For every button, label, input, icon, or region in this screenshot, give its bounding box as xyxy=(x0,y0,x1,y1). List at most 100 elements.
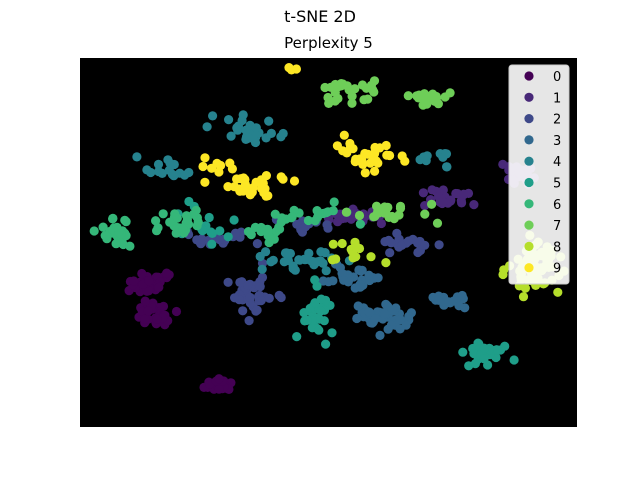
point-class-0 xyxy=(158,301,169,311)
point-class-1 xyxy=(445,196,456,206)
point-class-1 xyxy=(469,200,479,210)
legend-marker-4 xyxy=(524,156,534,166)
point-class-0 xyxy=(171,306,182,317)
point-class-7 xyxy=(432,218,443,228)
point-class-9 xyxy=(251,177,261,187)
point-class-4 xyxy=(261,133,271,143)
point-class-9 xyxy=(232,174,242,184)
point-class-7 xyxy=(368,85,378,95)
plot-area xyxy=(80,58,577,427)
point-class-5 xyxy=(299,308,309,318)
point-class-0 xyxy=(140,314,150,324)
point-class-3 xyxy=(383,324,393,334)
point-class-4 xyxy=(441,149,452,159)
point-class-2 xyxy=(243,280,253,290)
point-class-6 xyxy=(120,215,130,225)
point-class-6 xyxy=(111,239,121,249)
point-class-1 xyxy=(427,185,437,195)
point-class-7 xyxy=(420,209,430,219)
point-class-6 xyxy=(100,231,110,241)
point-class-7 xyxy=(445,88,455,98)
point-class-2 xyxy=(215,235,225,245)
point-class-9 xyxy=(397,151,407,161)
point-class-7 xyxy=(336,81,346,91)
point-class-9 xyxy=(360,168,370,178)
point-class-0 xyxy=(137,268,147,279)
point-class-6 xyxy=(98,222,108,232)
point-class-0 xyxy=(162,268,172,278)
point-class-8 xyxy=(327,255,338,265)
point-class-0 xyxy=(129,276,139,286)
point-class-4 xyxy=(226,131,236,141)
point-class-3 xyxy=(370,314,380,324)
point-class-8 xyxy=(520,283,531,293)
point-class-3 xyxy=(364,307,374,317)
point-class-3 xyxy=(337,268,347,278)
point-class-1 xyxy=(376,218,386,229)
point-class-4 xyxy=(244,133,254,143)
point-class-5 xyxy=(207,239,217,249)
legend-marker-8 xyxy=(524,241,534,251)
point-class-4 xyxy=(279,257,289,267)
point-class-5 xyxy=(310,275,320,285)
point-class-4 xyxy=(294,255,304,265)
point-class-7 xyxy=(363,94,373,104)
point-class-4 xyxy=(180,170,190,180)
point-class-6 xyxy=(189,209,199,219)
point-class-6 xyxy=(287,212,297,222)
point-class-1 xyxy=(451,188,461,199)
point-class-4 xyxy=(169,171,179,181)
point-class-6 xyxy=(182,215,192,225)
point-class-2 xyxy=(276,292,286,303)
point-class-6 xyxy=(276,217,286,227)
point-class-7 xyxy=(324,98,334,108)
point-class-7 xyxy=(370,211,380,221)
point-class-2 xyxy=(245,292,255,303)
point-class-2 xyxy=(238,306,248,316)
point-class-9 xyxy=(261,171,271,181)
point-class-3 xyxy=(339,275,349,285)
point-class-9 xyxy=(260,184,270,194)
point-class-2 xyxy=(223,277,233,287)
legend-marker-2 xyxy=(524,114,534,124)
point-class-2 xyxy=(230,293,240,303)
point-class-2 xyxy=(397,240,407,250)
point-class-0 xyxy=(143,286,154,296)
point-class-8 xyxy=(366,252,376,262)
point-class-3 xyxy=(444,297,454,307)
point-class-5 xyxy=(492,345,502,355)
point-class-3 xyxy=(454,301,464,311)
point-class-0 xyxy=(140,296,150,306)
point-class-0 xyxy=(144,276,154,286)
point-class-9 xyxy=(276,172,286,182)
point-class-4 xyxy=(202,122,212,132)
point-class-6 xyxy=(112,222,122,232)
point-class-7 xyxy=(341,207,351,217)
point-class-2 xyxy=(392,228,402,238)
legend-label-5: 5 xyxy=(553,177,561,192)
point-class-5 xyxy=(321,339,331,349)
point-class-5 xyxy=(509,355,519,365)
point-class-4 xyxy=(261,247,271,257)
point-class-4 xyxy=(257,264,267,274)
point-class-8 xyxy=(351,243,361,253)
point-class-6 xyxy=(256,226,266,237)
point-class-4 xyxy=(208,111,218,121)
point-class-5 xyxy=(470,359,480,369)
legend-marker-0 xyxy=(524,71,534,81)
chart-title: Perplexity 5 xyxy=(284,34,373,52)
legend-label-9: 9 xyxy=(553,262,561,277)
point-class-6 xyxy=(151,216,161,226)
point-class-6 xyxy=(275,224,285,234)
point-class-5 xyxy=(479,354,489,364)
point-class-5 xyxy=(319,316,329,326)
legend-label-0: 0 xyxy=(553,70,561,85)
point-class-9 xyxy=(200,153,210,163)
point-class-7 xyxy=(394,210,404,220)
point-class-5 xyxy=(229,215,239,225)
point-class-5 xyxy=(215,226,225,236)
legend-label-2: 2 xyxy=(553,113,561,128)
point-class-2 xyxy=(255,282,265,292)
point-class-2 xyxy=(386,238,396,248)
point-class-9 xyxy=(289,176,300,186)
